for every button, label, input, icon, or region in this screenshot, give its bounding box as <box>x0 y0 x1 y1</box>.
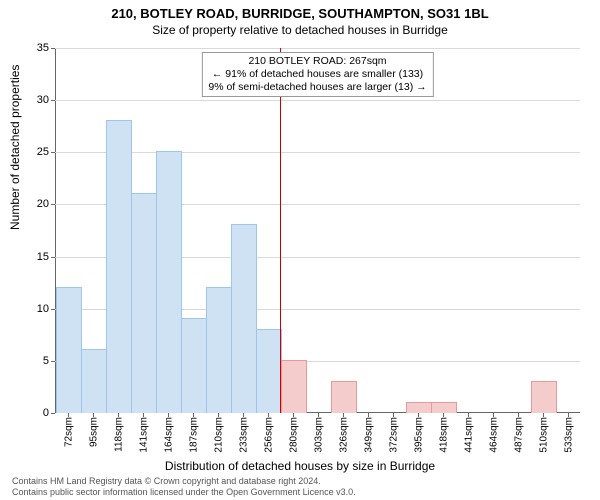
y-tick <box>51 361 55 362</box>
y-tick-label: 0 <box>43 407 49 419</box>
bar <box>181 318 207 413</box>
x-tick-label: 72sqm <box>61 417 74 447</box>
y-tick-label: 5 <box>43 355 49 367</box>
y-tick-label: 25 <box>37 146 49 158</box>
grid-line <box>55 100 580 101</box>
plot-area: 0510152025303572sqm95sqm118sqm141sqm164s… <box>55 48 580 413</box>
x-tick-label: 349sqm <box>361 417 374 453</box>
y-tick <box>51 257 55 258</box>
y-tick <box>51 204 55 205</box>
footer-line-1: Contains HM Land Registry data © Crown c… <box>12 476 356 487</box>
bar <box>281 360 307 413</box>
x-tick-label: 141sqm <box>136 417 149 453</box>
y-tick-label: 30 <box>37 94 49 106</box>
bar <box>231 224 257 413</box>
x-tick-label: 372sqm <box>386 417 399 453</box>
x-tick-label: 118sqm <box>111 417 124 452</box>
grid-line <box>55 48 580 49</box>
y-axis-label: Number of detached properties <box>8 65 22 230</box>
x-tick-label: 187sqm <box>186 417 199 453</box>
bar <box>431 402 457 413</box>
x-tick-label: 210sqm <box>211 417 224 453</box>
annotation-line-2: ← 91% of detached houses are smaller (13… <box>208 68 426 81</box>
y-tick-label: 20 <box>37 198 49 210</box>
y-tick <box>51 100 55 101</box>
bar <box>156 151 182 413</box>
x-tick-label: 510sqm <box>536 417 549 453</box>
x-tick-label: 487sqm <box>511 417 524 453</box>
footer-line-2: Contains public sector information licen… <box>12 487 356 498</box>
x-tick-label: 533sqm <box>561 417 574 453</box>
x-tick-label: 395sqm <box>411 417 424 453</box>
x-tick-label: 95sqm <box>86 417 99 447</box>
x-tick-label: 326sqm <box>336 417 349 453</box>
annotation-line-1: 210 BOTLEY ROAD: 267sqm <box>208 55 426 68</box>
x-tick-label: 464sqm <box>486 417 499 453</box>
y-tick <box>51 413 55 414</box>
x-tick-label: 280sqm <box>286 417 299 453</box>
bar <box>256 329 282 413</box>
y-tick-label: 10 <box>37 303 49 315</box>
bar <box>131 193 157 413</box>
bar <box>406 402 432 413</box>
bar <box>531 381 557 413</box>
y-tick <box>51 48 55 49</box>
bar <box>206 287 232 413</box>
annotation-line-3: 9% of semi-detached houses are larger (1… <box>208 81 426 94</box>
x-axis-label: Distribution of detached houses by size … <box>0 459 600 473</box>
bar <box>331 381 357 413</box>
x-tick-label: 233sqm <box>236 417 249 453</box>
y-tick <box>51 309 55 310</box>
footer-attribution: Contains HM Land Registry data © Crown c… <box>12 476 356 498</box>
x-tick-label: 303sqm <box>311 417 324 453</box>
grid-line <box>55 152 580 153</box>
page-title: 210, BOTLEY ROAD, BURRIDGE, SOUTHAMPTON,… <box>0 0 600 21</box>
chart-container: 210, BOTLEY ROAD, BURRIDGE, SOUTHAMPTON,… <box>0 0 600 500</box>
x-tick-label: 164sqm <box>161 417 174 453</box>
y-tick-label: 35 <box>37 42 49 54</box>
reference-line <box>280 48 281 413</box>
y-tick <box>51 152 55 153</box>
annotation-box: 210 BOTLEY ROAD: 267sqm← 91% of detached… <box>201 52 433 97</box>
page-subtitle: Size of property relative to detached ho… <box>0 21 600 37</box>
x-tick-label: 418sqm <box>436 417 449 453</box>
x-tick-label: 441sqm <box>461 417 474 453</box>
bar <box>56 287 82 413</box>
y-tick-label: 15 <box>37 251 49 263</box>
bar <box>81 349 107 413</box>
x-tick-label: 256sqm <box>261 417 274 453</box>
bar <box>106 120 132 413</box>
